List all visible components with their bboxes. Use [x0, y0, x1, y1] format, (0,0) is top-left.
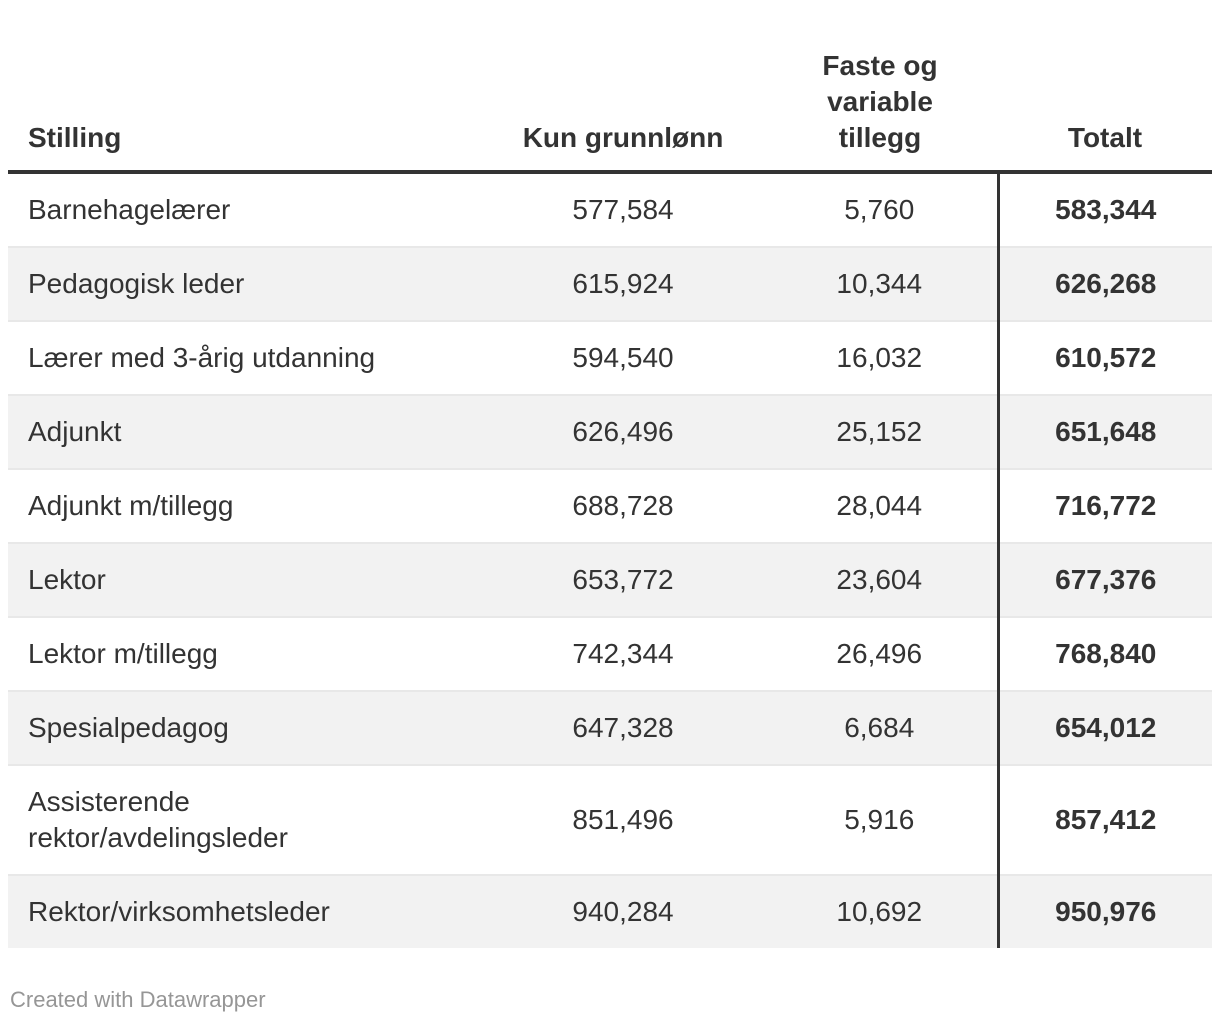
cell-grunnlonn: 742,344 — [484, 616, 762, 691]
cell-tillegg: 25,152 — [762, 394, 998, 469]
cell-grunnlonn: 653,772 — [484, 542, 762, 617]
table-row: Pedagogisk leder 615,924 10,344 626,268 — [8, 246, 1212, 321]
cell-stilling: Lektor m/tillegg — [8, 616, 484, 691]
cell-totalt: 651,648 — [996, 394, 1212, 469]
cell-tillegg: 26,496 — [762, 616, 998, 691]
cell-totalt: 610,572 — [996, 320, 1212, 395]
table-header-row: Stilling Kun grunnlønn Faste og variable… — [8, 48, 1212, 174]
cell-totalt: 626,268 — [996, 246, 1212, 321]
cell-totalt: 716,772 — [996, 468, 1212, 543]
cell-totalt: 950,976 — [996, 874, 1212, 948]
cell-stilling: Lektor — [8, 542, 484, 617]
cell-totalt: 857,412 — [996, 764, 1212, 875]
table-row: Lektor m/tillegg 742,344 26,496 768,840 — [8, 616, 1212, 691]
cell-stilling: Pedagogisk leder — [8, 246, 484, 321]
cell-grunnlonn: 577,584 — [572, 194, 674, 225]
cell-stilling: Lærer med 3-årig utdanning — [8, 320, 484, 395]
cell-tillegg: 10,344 — [762, 246, 998, 321]
table-row: Lektor 653,772 23,604 677,376 — [8, 542, 1212, 617]
cell-stilling: Adjunkt m/tillegg — [8, 468, 484, 543]
cell-grunnlonn: 647,328 — [484, 690, 762, 765]
salary-table: Stilling Kun grunnlønn Faste og variable… — [8, 48, 1212, 948]
cell-totalt: 677,376 — [996, 542, 1212, 617]
table-row: Assisterende rektor/avdelingsleder 851,4… — [8, 764, 1212, 875]
table-body: Barnehagelærer 577,584 5,760 583,344 Ped… — [8, 172, 1212, 948]
cell-grunnlonn: 940,284 — [484, 874, 762, 948]
cell-grunnlonn: 615,924 — [484, 246, 762, 321]
cell-grunnlonn: 688,728 — [484, 468, 762, 543]
cell-grunnlonn: 626,496 — [484, 394, 762, 469]
column-header-grunnlonn: Kun grunnlønn — [484, 48, 762, 174]
cell-stilling: Adjunkt — [8, 394, 484, 469]
table-row: Adjunkt m/tillegg 688,728 28,044 716,772 — [8, 468, 1212, 543]
column-header-tillegg: Faste og variable tillegg — [762, 48, 998, 174]
table-row: Rektor/virksomhetsleder 940,284 10,692 9… — [8, 874, 1212, 948]
column-header-totalt: Totalt — [998, 48, 1212, 174]
table-row: Barnehagelærer 577,584 5,760 583,344 — [8, 172, 1212, 247]
cell-tillegg: 16,032 — [762, 320, 998, 395]
cell-tillegg: 23,604 — [762, 542, 998, 617]
cell-tillegg: 10,692 — [762, 874, 998, 948]
cell-grunnlonn: 594,540 — [484, 320, 762, 395]
table-row: Spesialpedagog 647,328 6,684 654,012 — [8, 690, 1212, 765]
cell-grunnlonn: 851,496 — [484, 764, 762, 875]
salary-table-container: Stilling Kun grunnlønn Faste og variable… — [8, 48, 1212, 948]
table-row: Adjunkt 626,496 25,152 651,648 — [8, 394, 1212, 469]
column-header-stilling: Stilling — [8, 48, 484, 174]
table-row: Lærer med 3-årig utdanning 594,540 16,03… — [8, 320, 1212, 395]
cell-stilling: Spesialpedagog — [8, 690, 484, 765]
cell-stilling: Assisterende rektor/avdelingsleder — [8, 764, 484, 875]
cell-totalt: 583,344 — [996, 172, 1212, 247]
cell-tillegg: 28,044 — [762, 468, 998, 543]
cell-stilling: Barnehagelærer — [28, 194, 231, 225]
cell-tillegg: 6,684 — [762, 690, 998, 765]
cell-tillegg: 5,916 — [762, 764, 998, 875]
cell-totalt: 654,012 — [996, 690, 1212, 765]
cell-stilling: Rektor/virksomhetsleder — [8, 874, 484, 948]
datawrapper-attribution: Created with Datawrapper — [10, 987, 266, 1012]
cell-totalt: 768,840 — [996, 616, 1212, 691]
cell-tillegg: 5,760 — [844, 194, 915, 225]
